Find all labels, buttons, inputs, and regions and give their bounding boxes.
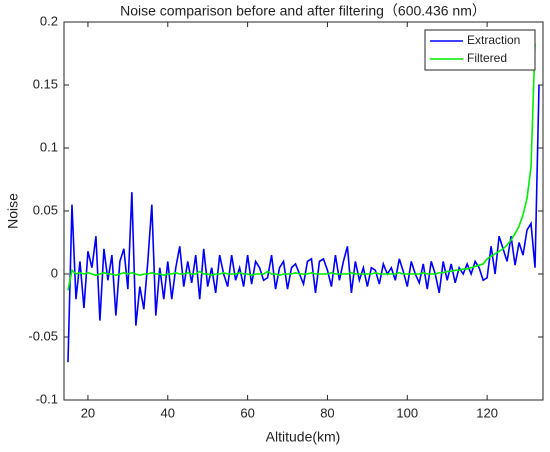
chart-title: Noise comparison before and after filter… bbox=[120, 3, 486, 19]
legend: Extraction Filtered bbox=[424, 29, 536, 71]
x-tick-label: 80 bbox=[320, 405, 334, 420]
y-tick-label: 0.2 bbox=[40, 13, 58, 28]
legend-label: Extraction bbox=[467, 33, 520, 47]
y-tick-label: 0.05 bbox=[33, 202, 58, 217]
y-tick-label: 0.15 bbox=[33, 76, 58, 91]
y-axis-label: Noise bbox=[5, 193, 21, 229]
x-tick-label: 60 bbox=[240, 405, 254, 420]
x-tick-label: 40 bbox=[161, 405, 175, 420]
legend-box bbox=[424, 29, 536, 71]
y-tick-label: 0 bbox=[51, 265, 58, 280]
x-axis-label: Altitude(km) bbox=[266, 429, 341, 445]
x-tick-label: 100 bbox=[396, 405, 418, 420]
data-line bbox=[67, 84, 540, 363]
data-line bbox=[67, 43, 536, 291]
x-tick-label: 120 bbox=[476, 405, 498, 420]
y-tick-label: -0.1 bbox=[36, 391, 58, 406]
y-tick-label: 0.1 bbox=[40, 139, 58, 154]
plot-area bbox=[63, 21, 544, 401]
x-tick-label: 20 bbox=[81, 405, 95, 420]
legend-label: Filtered bbox=[467, 51, 507, 65]
y-tick-label: -0.05 bbox=[28, 328, 58, 343]
